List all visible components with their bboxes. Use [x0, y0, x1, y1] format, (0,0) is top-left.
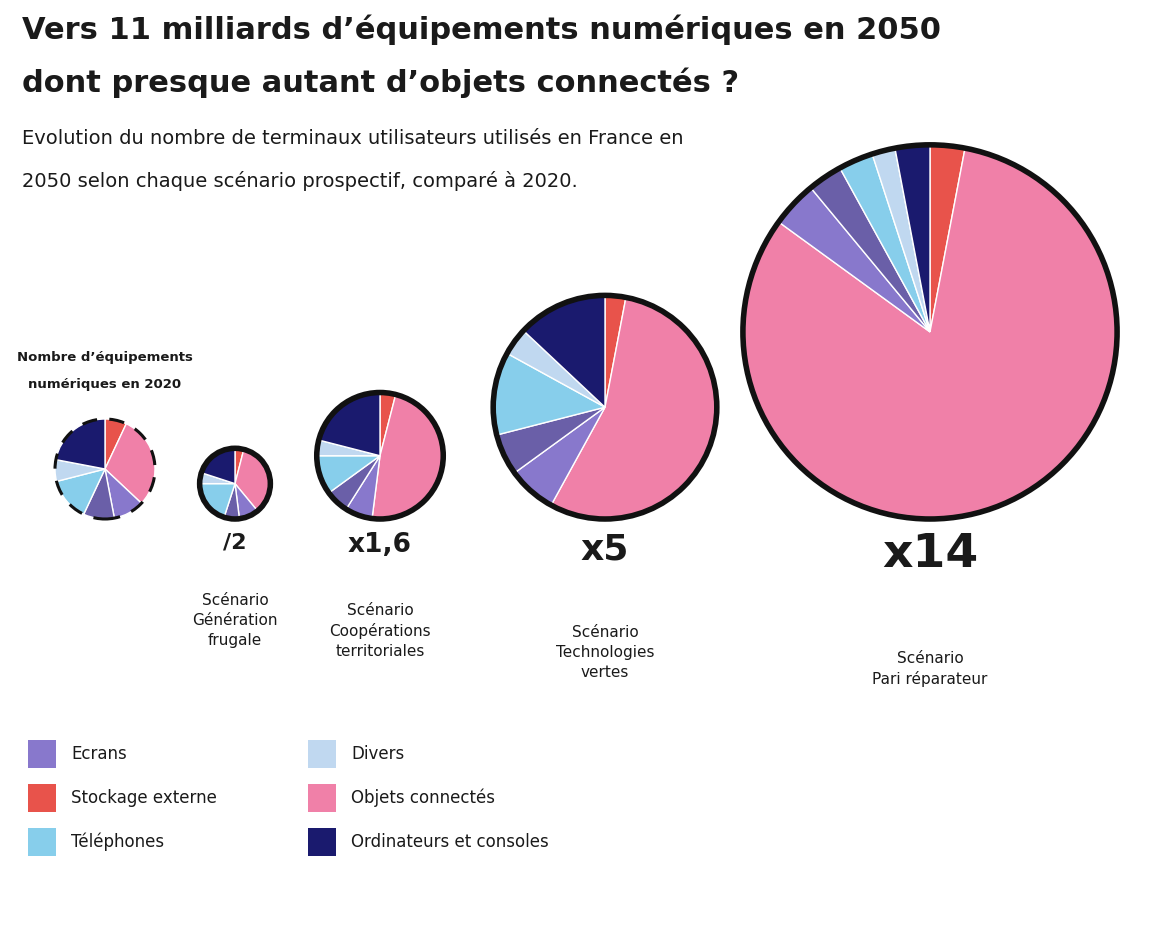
Text: 2050 selon chaque scénario prospectif, comparé à 2020.: 2050 selon chaque scénario prospectif, c… [22, 171, 577, 191]
Bar [308, 740, 336, 768]
Wedge shape [55, 459, 105, 482]
Wedge shape [551, 298, 716, 519]
Bar [308, 784, 336, 812]
Text: /2: /2 [223, 532, 247, 552]
Wedge shape [235, 450, 270, 511]
Wedge shape [743, 148, 1117, 519]
Text: Ordinateurs et consoles: Ordinateurs et consoles [351, 833, 549, 851]
Wedge shape [930, 145, 965, 331]
Text: Scénario
Technologies
vertes: Scénario Technologies vertes [555, 625, 654, 680]
Wedge shape [201, 448, 235, 484]
Wedge shape [105, 423, 155, 503]
Wedge shape [316, 440, 380, 455]
Wedge shape [329, 455, 380, 509]
Wedge shape [605, 296, 626, 408]
Text: Evolution du nombre de terminaux utilisateurs utilisés en France en: Evolution du nombre de terminaux utilisa… [22, 129, 683, 148]
Text: Scénario
Coopérations
territoriales: Scénario Coopérations territoriales [329, 603, 431, 659]
Text: Nombre d’équipements: Nombre d’équipements [17, 351, 193, 364]
Wedge shape [319, 393, 380, 455]
Wedge shape [779, 188, 930, 331]
Wedge shape [105, 419, 126, 469]
Wedge shape [523, 296, 605, 408]
Wedge shape [872, 148, 930, 331]
Wedge shape [811, 168, 930, 331]
Wedge shape [84, 469, 114, 519]
Text: x1,6: x1,6 [348, 532, 412, 558]
Text: x14: x14 [882, 532, 979, 577]
Wedge shape [235, 448, 244, 484]
Bar [28, 828, 56, 856]
Wedge shape [840, 154, 930, 331]
Text: Divers: Divers [351, 745, 405, 763]
Wedge shape [493, 353, 605, 435]
Text: numériques en 2020: numériques en 2020 [29, 378, 182, 391]
Text: Scénario
Pari réparateur: Scénario Pari réparateur [873, 651, 988, 687]
Wedge shape [316, 455, 380, 493]
Wedge shape [56, 419, 105, 469]
Wedge shape [224, 484, 239, 519]
Text: x5: x5 [581, 532, 629, 566]
Text: Stockage externe: Stockage externe [71, 789, 217, 807]
Wedge shape [895, 145, 930, 331]
Wedge shape [497, 408, 605, 473]
Wedge shape [373, 394, 443, 519]
Text: Téléphones: Téléphones [71, 833, 164, 852]
Wedge shape [56, 469, 105, 515]
Wedge shape [380, 393, 396, 455]
Bar [308, 828, 336, 856]
Wedge shape [105, 469, 141, 518]
Text: Ecrans: Ecrans [71, 745, 126, 763]
Wedge shape [346, 455, 380, 518]
Wedge shape [200, 484, 235, 517]
Wedge shape [507, 331, 605, 408]
Wedge shape [200, 472, 235, 484]
Text: Scénario
Génération
frugale: Scénario Génération frugale [192, 593, 278, 648]
Text: Vers 11 milliards d’équipements numériques en 2050: Vers 11 milliards d’équipements numériqu… [22, 14, 941, 44]
Bar [28, 740, 56, 768]
Wedge shape [514, 408, 605, 505]
Bar [28, 784, 56, 812]
Wedge shape [235, 484, 258, 518]
Text: dont presque autant d’objets connectés ?: dont presque autant d’objets connectés ? [22, 67, 739, 98]
Text: Objets connectés: Objets connectés [351, 789, 494, 808]
